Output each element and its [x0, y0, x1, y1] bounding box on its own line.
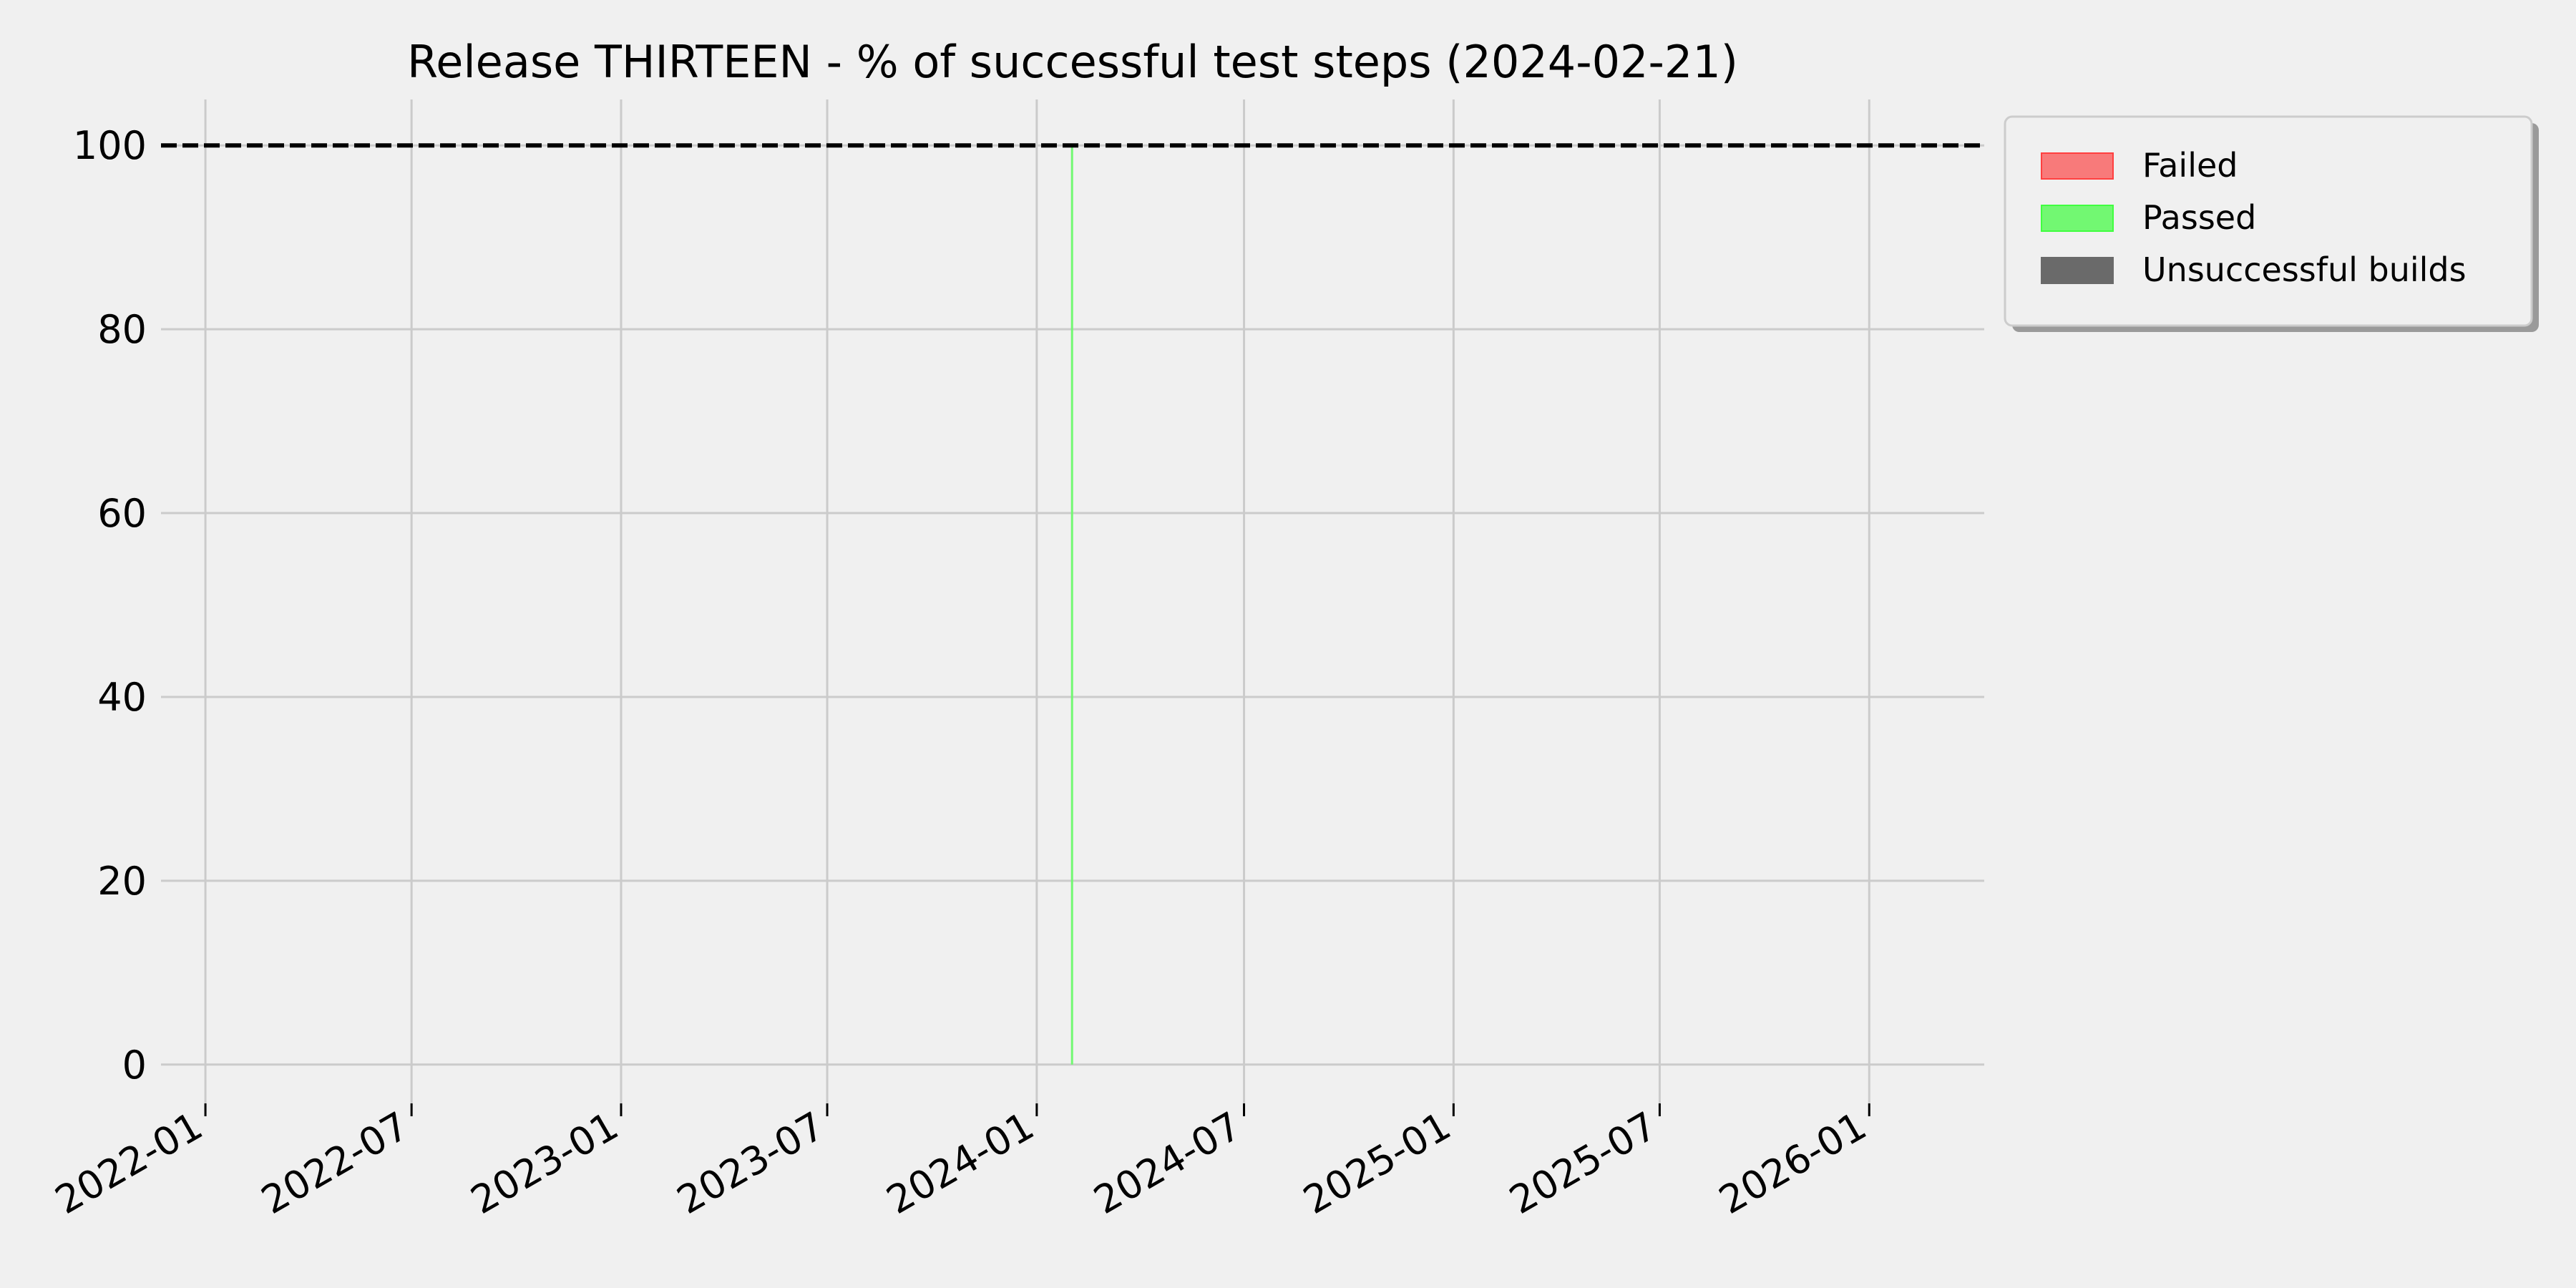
y-tick-label: 60: [97, 491, 147, 536]
y-tick-label: 0: [122, 1043, 147, 1088]
legend-swatch-failed: [2041, 152, 2114, 180]
legend-box: [2004, 115, 2533, 327]
y-tick-label: 40: [97, 675, 147, 720]
legend: Failed Passed Unsuccessful builds: [2004, 115, 2539, 332]
legend-swatch-passed: [2041, 205, 2114, 232]
legend-label-failed: Failed: [2142, 146, 2238, 185]
y-tick-label: 20: [97, 859, 147, 904]
y-tick-labels: 0 20 40 60 80 100: [73, 123, 147, 1088]
bars: [1070, 145, 1073, 1065]
y-tick-label: 80: [97, 307, 147, 352]
legend-label-passed: Passed: [2142, 198, 2256, 237]
legend-swatch-unsuccessful-builds: [2041, 257, 2114, 284]
y-tick-label: 100: [73, 123, 147, 168]
chart-title: Release THIRTEEN - % of successful test …: [407, 36, 1738, 88]
legend-label-unsuccessful-builds: Unsuccessful builds: [2142, 250, 2467, 289]
bar-passed: [1070, 145, 1073, 1065]
